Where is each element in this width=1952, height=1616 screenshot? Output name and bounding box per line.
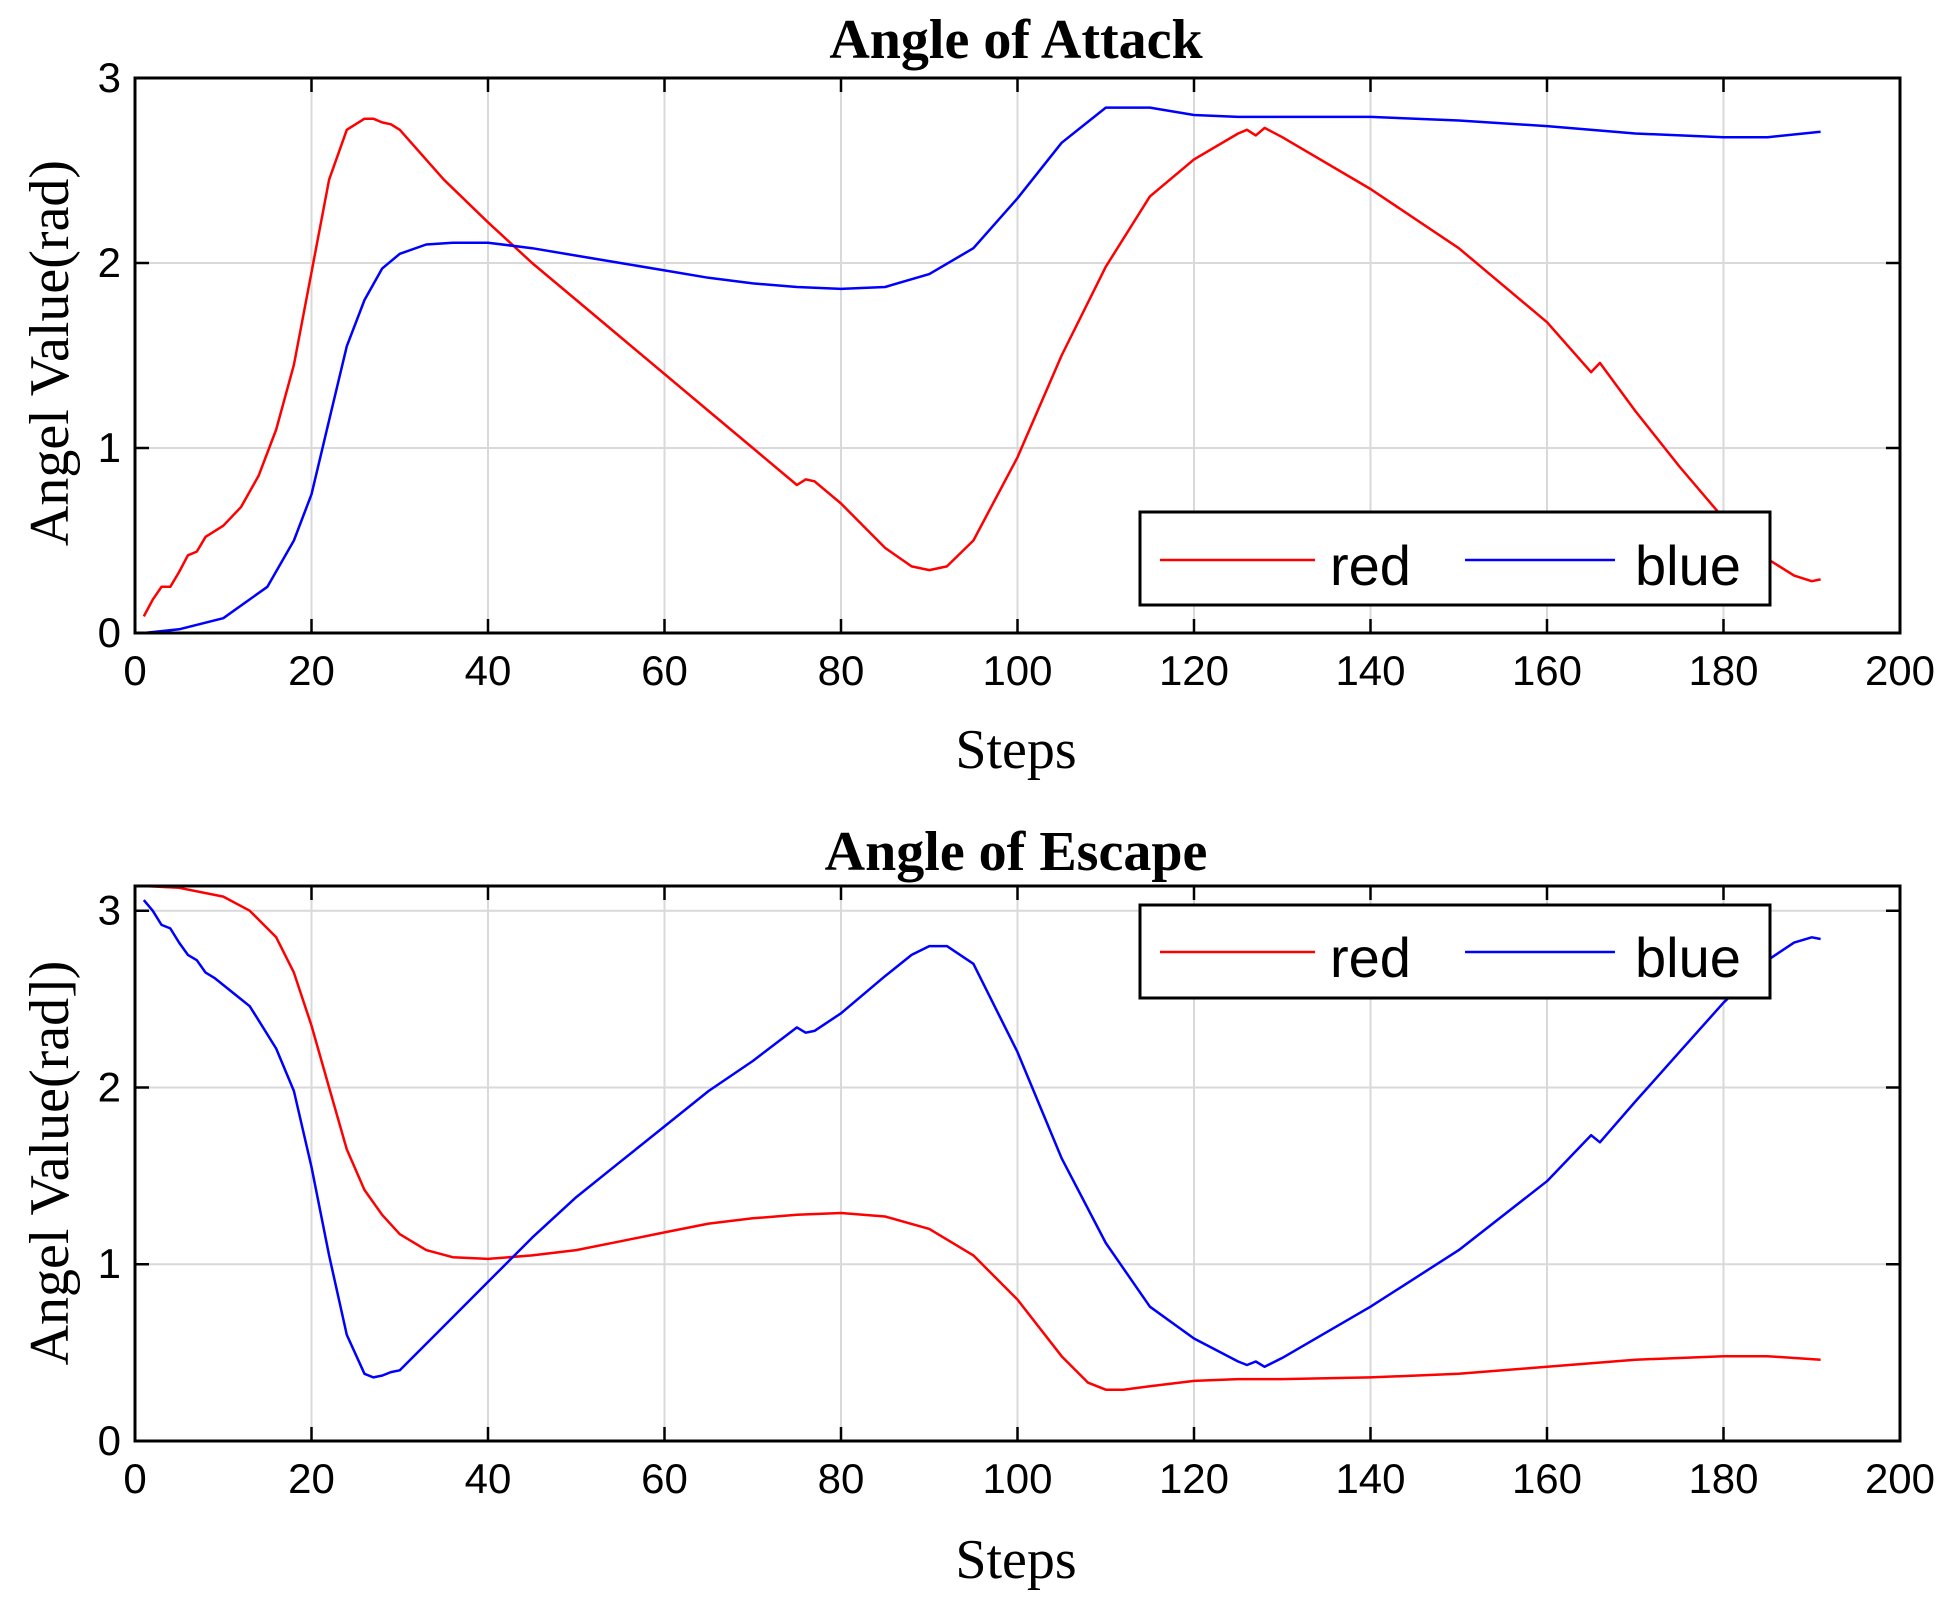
x-tick-label: 20 — [288, 1455, 335, 1502]
y-tick-label: 0 — [98, 1417, 121, 1464]
legend-label-blue: blue — [1635, 534, 1741, 597]
x-axis-label: Steps — [955, 1529, 1076, 1591]
series-line-blue — [143, 106, 1821, 635]
x-axis-label: Steps — [955, 719, 1076, 781]
x-tick-label: 120 — [1159, 647, 1229, 694]
ticks: 0 20 40 60 80 100 120 140 160 180 200 0 1 2 3 — [98, 886, 1935, 1502]
legend-label-red: red — [1330, 926, 1411, 989]
x-tick-label: 200 — [1865, 1455, 1935, 1502]
x-tick-label: 140 — [1335, 1455, 1405, 1502]
y-tick-label: 0 — [98, 609, 121, 656]
chart-title: Angle of Escape — [825, 821, 1208, 883]
series-line-red — [142, 117, 1821, 617]
series — [142, 884, 1821, 1391]
ticks: 0 20 40 60 80 100 120 140 160 180 200 0 1 2 3 — [98, 54, 1935, 694]
chart-title: Angle of Attack — [829, 9, 1203, 71]
x-tick-label: 200 — [1865, 647, 1935, 694]
series-line-red — [143, 884, 1821, 1391]
chart-angle-of-escape: Angle of Escape 0 20 40 60 80 100 120 140 160 180… — [19, 821, 1935, 1591]
legend: red blue — [1138, 903, 1772, 1000]
chart-angle-of-attack: Angle of Attack 0 20 40 60 80 100 120 140 160 180… — [19, 9, 1935, 781]
x-tick-label: 20 — [288, 647, 335, 694]
y-tick-label: 1 — [98, 1240, 121, 1287]
y-tick-label: 2 — [98, 239, 121, 286]
legend: red blue — [1138, 510, 1772, 607]
x-tick-label: 80 — [818, 647, 865, 694]
series-line-blue — [142, 899, 1821, 1379]
legend-label-blue: blue — [1635, 926, 1741, 989]
x-tick-label: 40 — [465, 1455, 512, 1502]
x-tick-label: 180 — [1688, 647, 1758, 694]
x-tick-label: 60 — [641, 1455, 688, 1502]
x-tick-label: 80 — [818, 1455, 865, 1502]
x-tick-label: 40 — [465, 647, 512, 694]
y-axis-label: Angel Value(rad]) — [19, 961, 81, 1366]
legend-box — [1138, 510, 1772, 607]
y-axis-label: Angel Value(rad) — [19, 160, 81, 546]
x-tick-label: 120 — [1159, 1455, 1229, 1502]
x-tick-label: 60 — [641, 647, 688, 694]
y-tick-label: 3 — [98, 887, 121, 934]
x-tick-label: 100 — [982, 647, 1052, 694]
y-tick-label: 2 — [98, 1063, 121, 1110]
x-tick-label: 180 — [1688, 1455, 1758, 1502]
x-tick-label: 160 — [1512, 1455, 1582, 1502]
legend-label-red: red — [1330, 534, 1411, 597]
x-tick-label: 100 — [982, 1455, 1052, 1502]
series — [142, 106, 1821, 635]
x-tick-label: 160 — [1512, 647, 1582, 694]
y-tick-label: 1 — [98, 424, 121, 471]
y-tick-label: 3 — [98, 54, 121, 101]
x-tick-label: 140 — [1335, 647, 1405, 694]
x-tick-label: 0 — [123, 647, 146, 694]
x-tick-label: 0 — [123, 1455, 146, 1502]
